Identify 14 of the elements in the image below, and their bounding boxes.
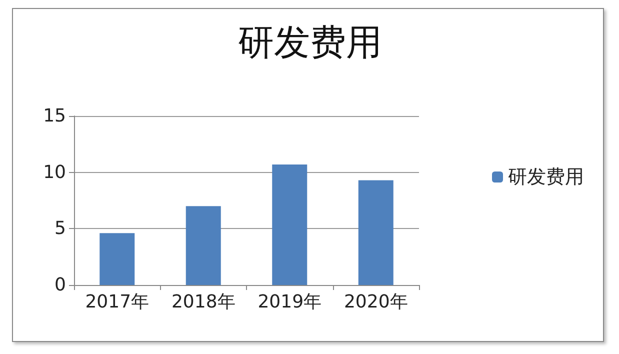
bar — [186, 206, 221, 285]
x-tick-label: 2019年 — [258, 292, 322, 312]
y-tick-label: 0 — [54, 274, 66, 296]
y-tick-label: 10 — [43, 162, 66, 183]
legend-label: 研发费用 — [508, 166, 584, 188]
y-tick-label: 5 — [54, 218, 66, 240]
bar — [100, 233, 135, 285]
chart-title: 研发费用 — [238, 22, 382, 64]
x-tick-label: 2017年 — [85, 292, 150, 312]
y-tick-label: 15 — [43, 106, 66, 126]
bar — [272, 164, 308, 285]
bar — [358, 180, 394, 285]
x-tick-label: 2020年 — [344, 292, 408, 312]
x-tick-label: 2018年 — [171, 292, 236, 312]
